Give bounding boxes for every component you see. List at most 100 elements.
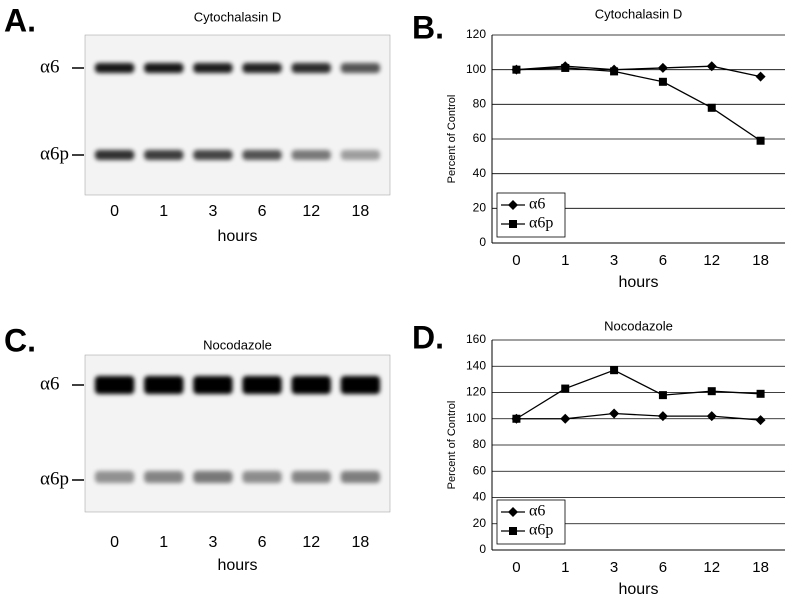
marker — [561, 384, 570, 393]
y-tick-label: 20 — [473, 516, 487, 530]
lane-label: 1 — [159, 534, 168, 551]
y-axis-title: Percent of Control — [446, 401, 458, 490]
lane-label: 0 — [110, 534, 119, 551]
marker — [707, 103, 716, 112]
y-tick-label: 80 — [473, 437, 487, 451]
lane-label: 12 — [302, 203, 320, 220]
blot-band — [144, 63, 184, 73]
marker — [561, 63, 570, 72]
legend-label: α6p — [529, 215, 553, 232]
x-tick-label: 12 — [703, 559, 720, 576]
panel-label: C. — [4, 322, 36, 358]
chart-title: Nocodazole — [604, 318, 673, 333]
legend-label: α6p — [529, 522, 553, 539]
lane-label: 12 — [302, 534, 320, 551]
marker — [610, 366, 619, 375]
y-tick-label: 0 — [479, 542, 486, 556]
y-tick-label: 100 — [466, 62, 486, 76]
marker — [560, 413, 571, 424]
blot-band — [144, 376, 184, 394]
blot-band — [193, 150, 233, 160]
marker — [756, 389, 765, 398]
blot-band — [340, 471, 381, 483]
blot-band — [94, 471, 135, 483]
panel-label: A. — [4, 2, 36, 38]
blot-band — [340, 63, 381, 73]
marker — [755, 71, 766, 82]
y-axis-title: Percent of Control — [446, 95, 458, 184]
x-axis-title: hours — [217, 228, 257, 245]
blot-band — [144, 150, 184, 160]
series-line — [516, 67, 761, 142]
y-tick-label: 20 — [473, 201, 487, 215]
lane-label: 18 — [352, 534, 370, 551]
panel-label: D. — [412, 319, 444, 355]
marker — [609, 408, 620, 419]
legend-box — [496, 499, 566, 545]
marker — [508, 507, 518, 517]
marker — [512, 414, 521, 423]
lane-label: 3 — [208, 534, 217, 551]
marker — [658, 77, 667, 86]
x-axis-title: hours — [217, 557, 257, 574]
band-label: α6p — [40, 468, 69, 489]
legend-label: α6 — [529, 196, 545, 213]
y-tick-label: 60 — [473, 463, 487, 477]
lane-label: 1 — [159, 203, 168, 220]
y-tick-label: 120 — [466, 385, 486, 399]
blot-band — [340, 150, 381, 160]
blot-band — [193, 63, 233, 73]
lane-label: 6 — [258, 534, 267, 551]
blot-band — [340, 376, 381, 394]
y-tick-label: 40 — [473, 166, 487, 180]
marker — [509, 220, 517, 228]
blot-band — [242, 150, 282, 160]
blot-band — [242, 471, 282, 483]
blot-band — [242, 63, 282, 73]
blot-band — [291, 471, 331, 483]
blot-title: Nocodazole — [203, 337, 272, 352]
y-tick-label: 140 — [466, 358, 486, 372]
y-tick-label: 160 — [466, 332, 486, 346]
x-tick-label: 6 — [659, 252, 667, 269]
panel-label: B. — [412, 9, 444, 45]
x-tick-label: 12 — [703, 252, 720, 269]
x-axis-title: hours — [618, 274, 658, 291]
y-tick-label: 80 — [473, 97, 487, 111]
marker — [512, 65, 521, 74]
band-label: α6 — [40, 56, 59, 77]
marker — [508, 200, 518, 210]
y-tick-label: 100 — [466, 411, 486, 425]
y-tick-label: 120 — [466, 27, 486, 41]
blot-image — [84, 354, 391, 513]
x-tick-label: 0 — [512, 559, 520, 576]
legend-box — [496, 192, 566, 238]
lane-label: 3 — [208, 203, 217, 220]
marker — [610, 67, 619, 76]
blot-image — [84, 34, 391, 196]
marker — [658, 391, 667, 400]
blot-band — [144, 471, 184, 483]
lane-label: 6 — [258, 203, 267, 220]
x-tick-label: 3 — [610, 252, 618, 269]
chart-title: Cytochalasin D — [595, 6, 682, 21]
blot-title: Cytochalasin D — [194, 9, 281, 24]
y-tick-label: 60 — [473, 131, 487, 145]
marker — [706, 411, 717, 422]
x-tick-label: 1 — [561, 252, 569, 269]
legend-label: α6 — [529, 503, 545, 520]
blot-band — [94, 150, 135, 160]
marker — [756, 136, 765, 145]
series-line — [516, 65, 761, 78]
x-tick-label: 1 — [561, 559, 569, 576]
series-line — [516, 412, 761, 421]
marker — [657, 62, 668, 73]
x-tick-label: 18 — [752, 559, 769, 576]
lane-label: 0 — [110, 203, 119, 220]
y-tick-label: 0 — [479, 235, 486, 249]
band-label: α6 — [40, 373, 59, 394]
blot-band — [193, 376, 233, 394]
marker — [657, 411, 668, 422]
x-axis-title: hours — [618, 581, 658, 598]
blot-band — [242, 376, 282, 394]
